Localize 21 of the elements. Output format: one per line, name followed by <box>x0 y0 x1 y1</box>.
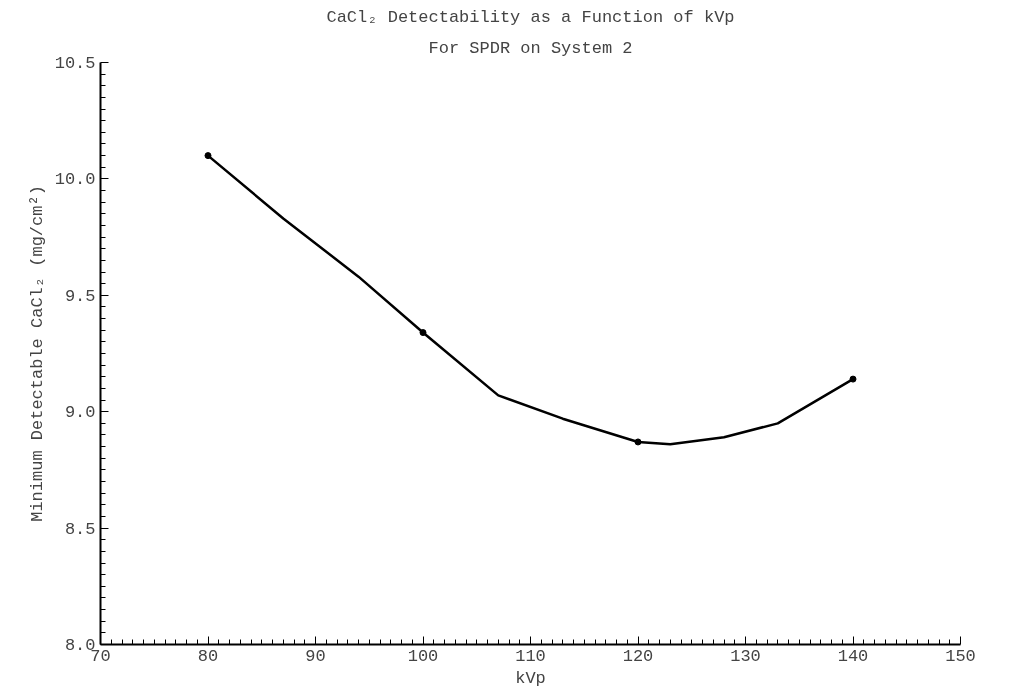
chart-title: CaCl₂ Detectability as a Function of kVp <box>326 7 735 27</box>
y-tick-label: 9.5 <box>64 286 96 306</box>
x-tick-label: 90 <box>305 646 326 666</box>
x-tick-label: 120 <box>622 646 654 666</box>
x-axis-title: kVp <box>515 668 546 688</box>
y-tick-label: 10.5 <box>54 54 96 73</box>
point <box>849 375 857 383</box>
point <box>419 329 427 337</box>
x-tick-label: 130 <box>730 646 761 666</box>
point <box>204 152 212 160</box>
x-tick-label: 100 <box>407 646 439 666</box>
x-tick-label: 80 <box>197 646 219 666</box>
chart-subtitle: For SPDR on System 2 <box>428 38 633 58</box>
y-tick-label: 10.0 <box>54 170 96 190</box>
y-axis-title: Minimum Detectable CaCl₂ (mg/cm²) <box>27 185 47 522</box>
x-tick-label: 150 <box>945 646 976 666</box>
x-tick-label: 140 <box>837 646 869 666</box>
y-tick-label: 9.0 <box>64 403 96 423</box>
point <box>634 438 642 446</box>
y-tick-label: 8.5 <box>64 519 96 539</box>
x-tick-label: 110 <box>515 646 546 666</box>
